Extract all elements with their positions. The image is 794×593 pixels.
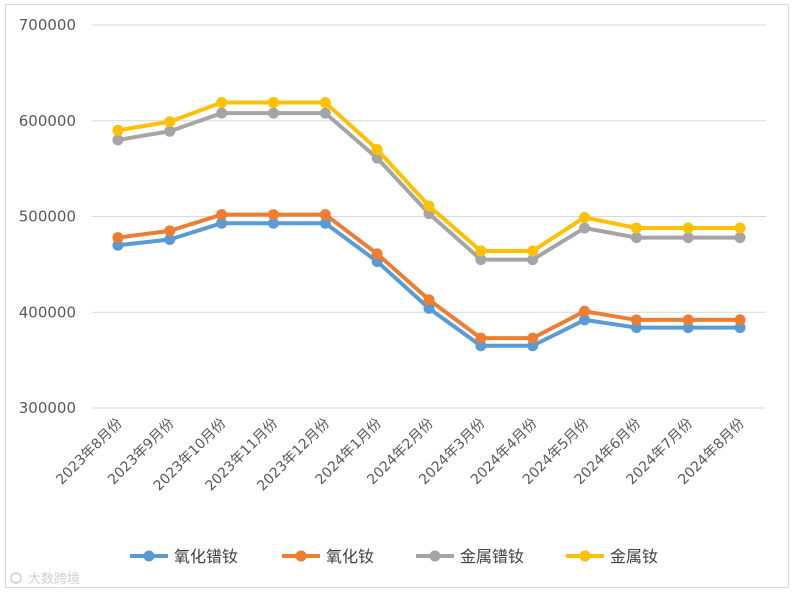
y-tick-label: 700000 [19,16,76,34]
data-point [319,209,331,221]
legend-swatch-marker [429,550,441,562]
data-point [682,322,694,334]
x-axis: 2023年8月份2023年9月份2023年10月份2023年11月份2023年1… [53,416,748,495]
data-point [423,302,435,314]
watermark-text: 大数跨境 [28,572,80,587]
data-point [734,322,746,334]
legend-label: 金属镨钕 [460,547,524,566]
y-tick-label: 600000 [19,112,76,130]
data-point [216,107,228,119]
legend-swatch-marker [143,550,155,562]
data-point [682,232,694,244]
legend-item: 金属镨钕 [416,547,524,566]
series-line [115,212,743,341]
data-point [267,97,279,109]
data-point [579,314,591,326]
data-point [579,222,591,234]
data-point [734,222,746,234]
watermark-logo [10,572,22,584]
data-point [527,245,539,257]
data-point [319,97,331,109]
data-point [527,254,539,266]
legend-item: 氧化钕 [282,547,374,566]
legend-swatch-marker [579,550,591,562]
watermark: 大数跨境 [10,572,80,587]
data-point [682,314,694,326]
data-point [267,209,279,221]
data-point [371,248,383,260]
series-line [115,111,743,262]
data-point [579,211,591,223]
legend-item: 金属钕 [566,547,658,566]
data-point [423,200,435,212]
legend-item: 氧化镨钕 [130,547,238,566]
data-point [112,134,124,146]
data-point [579,305,591,317]
data-point [112,232,124,244]
data-point [216,217,228,229]
series-氧化钕 [112,209,746,344]
y-tick-label: 300000 [19,399,76,417]
data-point [112,124,124,136]
legend-swatch-marker [295,550,307,562]
series-line [115,100,743,253]
series-金属钕 [112,97,746,257]
data-point [216,209,228,221]
data-point [112,239,124,251]
data-point [734,314,746,326]
series-line [115,221,743,348]
data-point [216,97,228,109]
data-point [630,232,642,244]
data-point [475,245,487,257]
data-point [527,340,539,352]
data-point [371,143,383,155]
data-point [475,254,487,266]
y-tick-label: 400000 [19,303,76,321]
data-point [630,322,642,334]
series-氧化镨钕 [112,217,746,352]
data-point [164,125,176,137]
data-point [319,217,331,229]
chart-frame [5,4,789,588]
data-point [423,294,435,306]
data-point [164,116,176,128]
y-tick-label: 500000 [19,208,76,226]
data-point [164,233,176,245]
data-point [630,314,642,326]
data-point [267,107,279,119]
legend-label: 金属钕 [610,547,658,566]
y-axis: 300000 400000 500000 600000 700000 [19,16,76,417]
legend: 氧化镨钕 氧化钕 金属镨钕 金属钕 [130,547,658,566]
data-point [319,107,331,119]
legend-label: 氧化镨钕 [174,547,238,566]
data-point [475,332,487,344]
data-point [682,222,694,234]
series-金属镨钕 [112,107,746,266]
data-point [164,225,176,237]
data-point [630,222,642,234]
data-point [527,332,539,344]
data-point [475,340,487,352]
series-lines [112,97,746,352]
legend-label: 氧化钕 [326,547,374,566]
data-point [267,217,279,229]
data-point [734,232,746,244]
